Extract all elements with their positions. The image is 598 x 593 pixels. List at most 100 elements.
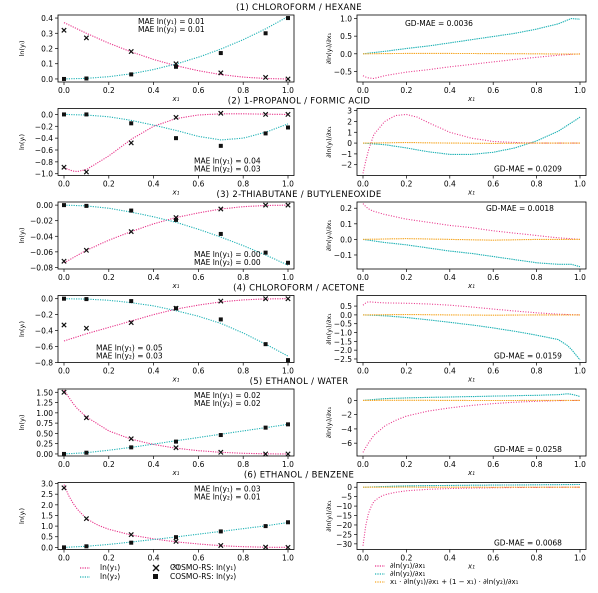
y-tick-label: −2 bbox=[341, 411, 352, 420]
axes-frame bbox=[57, 388, 295, 457]
series-line-dln-y1-dx1 bbox=[362, 203, 581, 240]
cosmo-y2-marker bbox=[62, 296, 66, 301]
y-tick-label: 0.75 bbox=[36, 419, 53, 428]
series-line-dln-y2-dx1 bbox=[362, 393, 581, 401]
cosmo-y1-marker bbox=[285, 76, 291, 82]
y-tick-label: 0.0 bbox=[340, 311, 352, 320]
annotation-text: GD-MAE = 0.0209 bbox=[494, 165, 562, 174]
cosmo-y1-marker bbox=[173, 538, 179, 545]
y-tick-label: −0.4 bbox=[35, 327, 53, 336]
cosmo-y2-marker bbox=[218, 317, 223, 322]
series-line-dln-y1-dx1 bbox=[362, 301, 581, 316]
x-tick-label: 1.0 bbox=[574, 180, 586, 189]
x-axis-label: x₁ bbox=[467, 189, 475, 197]
legend-label: COSMO-RS: ln(y₁) bbox=[170, 563, 236, 572]
cosmo-y2-marker bbox=[84, 76, 89, 81]
cosmo-y2-marker bbox=[129, 445, 134, 450]
legend-label: ∂ln(y₁)/∂x₁ bbox=[390, 562, 426, 570]
x-tick-label: 0.0 bbox=[357, 367, 369, 376]
x-axis-label: x₁ bbox=[467, 95, 475, 103]
cosmo-y1-marker bbox=[285, 202, 291, 208]
cosmo-y2-marker bbox=[129, 299, 134, 304]
y-tick-label: −5 bbox=[341, 493, 352, 502]
x-tick-label: 1.0 bbox=[574, 554, 586, 563]
cosmo-y2-marker bbox=[174, 64, 178, 69]
cosmo-y2-marker bbox=[286, 358, 290, 363]
panel-right-2: −2 −1 0 1 23 0.0 0.2 0.4 0.6 0.8 1.0 x₁ ∂ln(yᵢ)/∂x₁ G… bbox=[325, 107, 587, 197]
legend-label: COSMO-RS: ln(y₂) bbox=[170, 572, 236, 581]
panel-left-4: −0.8 −0.6 −0.4 −0.2 0.0 0.0 0.2 0.4 0.6 0.8 1.0 x₁ l… bbox=[18, 295, 295, 384]
axes-frame bbox=[57, 295, 295, 363]
row-title: (4) CHLOROFORM / ACETONE bbox=[233, 284, 365, 294]
x-tick-label: 0.0 bbox=[58, 180, 70, 189]
x-tick-label: 0.0 bbox=[58, 273, 70, 282]
cosmo-y1-marker bbox=[218, 298, 224, 304]
x-axis-label: x₁ bbox=[172, 563, 180, 571]
cosmo-y2-marker bbox=[129, 121, 134, 126]
x-tick-label: 0.4 bbox=[148, 460, 160, 469]
cosmo-y1-marker bbox=[218, 110, 224, 116]
x-axis-label: x₁ bbox=[172, 376, 180, 384]
annotation-text: MAE ln(y₁) = 0.05 bbox=[96, 344, 163, 353]
x-tick-label: 1.0 bbox=[282, 180, 294, 189]
x-tick-label: 0.2 bbox=[103, 273, 115, 282]
y-tick-label: −2 bbox=[341, 161, 352, 170]
y-axis-label: ln(yᵢ) bbox=[18, 40, 26, 56]
cosmo-y2-marker bbox=[263, 250, 268, 255]
y-tick-label: 0 bbox=[347, 396, 352, 405]
cosmo-y1-marker bbox=[61, 389, 67, 395]
legend-label: x₁ · ∂ln(y₁)/∂x₁ + (1 − x₁) · ∂ln(y₂)/∂x… bbox=[390, 578, 519, 586]
cosmo-y1-marker bbox=[218, 449, 224, 455]
y-tick-label: −0.6 bbox=[35, 343, 53, 352]
y-tick-label: −1 bbox=[341, 150, 352, 159]
x-tick-label: 0.8 bbox=[531, 367, 543, 376]
x-tick-label: 0.6 bbox=[487, 460, 499, 469]
cosmo-y1-marker bbox=[262, 451, 269, 457]
cosmo-y1-marker bbox=[128, 228, 134, 235]
x-tick-label: 0.4 bbox=[148, 180, 160, 189]
y-tick-label: −0.2 bbox=[35, 311, 53, 320]
legend-left: ln(y₁)ln(y₂) COSMO-RS: ln(y₁)COSMO-RS: ln… bbox=[80, 563, 236, 581]
y-tick-label: −6 bbox=[341, 439, 352, 448]
x-tick-label: 0.6 bbox=[192, 367, 204, 376]
y-axis-label: ∂ln(yᵢ)/∂x₁ bbox=[325, 500, 333, 532]
y-axis-label: ∂ln(yᵢ)/∂x₁ bbox=[325, 406, 333, 438]
annotation-text: MAE ln(y₂) = 0.01 bbox=[194, 493, 261, 502]
x-tick-label: 0.2 bbox=[103, 367, 115, 376]
cosmo-y1-marker bbox=[262, 296, 269, 302]
x-tick-label: 0.6 bbox=[192, 554, 204, 563]
y-axis-label: ∂ln(yᵢ)/∂x₁ bbox=[325, 219, 333, 251]
x-tick-label: 1.0 bbox=[574, 460, 586, 469]
x-tick-label: 0.0 bbox=[357, 86, 369, 95]
y-axis-label: ∂ln(yᵢ)/∂x₁ bbox=[325, 126, 333, 158]
row-title: (3) 2-THIABUTANE / BUTYLENEOXIDE bbox=[216, 190, 381, 200]
series-line-ln-y2 bbox=[63, 113, 289, 141]
y-tick-label: −10 bbox=[336, 502, 352, 511]
x-tick-label: 0.0 bbox=[58, 367, 70, 376]
axes-frame bbox=[356, 108, 587, 176]
cosmo-y1-marker bbox=[128, 48, 134, 55]
cosmo-y2-marker bbox=[62, 545, 66, 550]
cosmo-y1-marker bbox=[83, 415, 90, 421]
x-tick-label: 0.6 bbox=[192, 460, 204, 469]
y-tick-label: −20 bbox=[336, 521, 352, 530]
cosmo-y1-marker bbox=[218, 206, 224, 212]
x-tick-label: 0.8 bbox=[237, 554, 249, 563]
x-tick-label: 0.6 bbox=[487, 367, 499, 376]
y-tick-label: 0 bbox=[347, 483, 352, 492]
x-tick-label: 0.2 bbox=[400, 86, 412, 95]
x-tick-label: 0.8 bbox=[237, 367, 249, 376]
x-tick-label: 0.4 bbox=[444, 273, 456, 282]
y-tick-label: 1.00 bbox=[36, 409, 53, 418]
cosmo-y1-marker bbox=[218, 70, 224, 76]
x-tick-label: 0.2 bbox=[400, 367, 412, 376]
y-axis-label: ln(yᵢ) bbox=[18, 321, 26, 337]
cosmo-y1-marker bbox=[61, 27, 67, 33]
y-tick-label: −0.8 bbox=[35, 359, 53, 368]
cosmo-y1-marker bbox=[128, 436, 134, 442]
cosmo-y1-marker bbox=[83, 325, 90, 331]
y-tick-label: −2.0 bbox=[334, 346, 352, 355]
x-tick-label: 0.4 bbox=[444, 367, 456, 376]
cosmo-y1-marker bbox=[61, 258, 67, 264]
x-tick-label: 0.0 bbox=[58, 554, 70, 563]
